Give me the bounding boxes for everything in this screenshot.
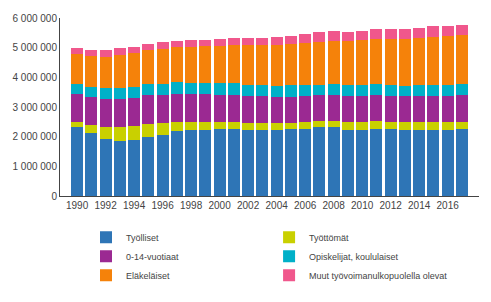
svg-text:6 000 000: 6 000 000 bbox=[13, 13, 58, 24]
svg-text:3 000 000: 3 000 000 bbox=[13, 102, 58, 113]
svg-text:2 000 000: 2 000 000 bbox=[13, 131, 58, 142]
svg-text:2014: 2014 bbox=[408, 200, 431, 211]
svg-text:2016: 2016 bbox=[437, 200, 460, 211]
svg-text:1998: 1998 bbox=[180, 200, 203, 211]
svg-text:Työttömät: Työttömät bbox=[309, 233, 349, 243]
svg-text:5 000 000: 5 000 000 bbox=[13, 42, 58, 53]
svg-text:0-14-vuotiaat: 0-14-vuotiaat bbox=[126, 252, 179, 262]
svg-text:Muut työvoimanulkopuolella ole: Muut työvoimanulkopuolella olevat bbox=[309, 271, 447, 281]
svg-text:0: 0 bbox=[51, 191, 57, 202]
svg-text:2000: 2000 bbox=[208, 200, 231, 211]
svg-text:2012: 2012 bbox=[380, 200, 403, 211]
svg-text:1996: 1996 bbox=[151, 200, 174, 211]
svg-text:Opiskelijat, koululaiset: Opiskelijat, koululaiset bbox=[309, 252, 399, 262]
svg-text:2006: 2006 bbox=[294, 200, 317, 211]
svg-text:Eläkeläiset: Eläkeläiset bbox=[126, 271, 170, 281]
svg-text:1992: 1992 bbox=[94, 200, 117, 211]
svg-text:2010: 2010 bbox=[351, 200, 374, 211]
svg-text:2004: 2004 bbox=[266, 200, 289, 211]
svg-text:Työlliset: Työlliset bbox=[126, 233, 159, 243]
svg-text:1 000 000: 1 000 000 bbox=[13, 161, 58, 172]
svg-text:1994: 1994 bbox=[123, 200, 146, 211]
svg-text:1990: 1990 bbox=[66, 200, 89, 211]
svg-text:2002: 2002 bbox=[237, 200, 260, 211]
svg-text:2008: 2008 bbox=[323, 200, 346, 211]
svg-text:4 000 000: 4 000 000 bbox=[13, 72, 58, 83]
